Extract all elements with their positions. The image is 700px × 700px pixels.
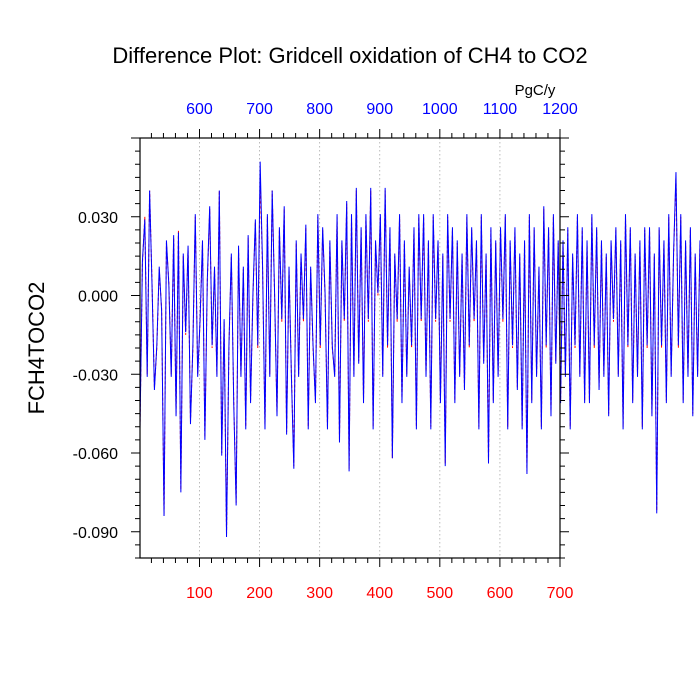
x-bottom-tick-label: 300 (306, 585, 333, 602)
y-tick-label: -0.060 (73, 446, 118, 463)
series-blue-group (139, 161, 700, 538)
x-bottom-tick-label: 400 (366, 585, 393, 602)
left-axis-ticks: -0.090 -0.060 -0.030 0.000 0.030 (73, 137, 569, 559)
x-bottom-tick-label: 500 (426, 585, 453, 602)
x-top-tick-label: 900 (366, 101, 393, 118)
x-top-tick-label: 1000 (422, 101, 458, 118)
x-bottom-tick-label: 100 (186, 585, 213, 602)
y-tick-label: -0.030 (73, 367, 118, 384)
top-axis-units-label: PgC/y (515, 82, 556, 99)
chart-title: Difference Plot: Gridcell oxidation of C… (112, 43, 587, 68)
x-bottom-tick-label: 200 (246, 585, 273, 602)
y-axis-label: FCH4TOCO2 (24, 282, 49, 415)
y-tick-label: 0.030 (78, 210, 118, 227)
y-tick-label: 0.000 (78, 289, 118, 306)
x-bottom-tick-label: 700 (547, 585, 574, 602)
bottom-axis-ticks: 100 200 300 400 500 600 700 (150, 558, 574, 602)
x-top-tick-label: 700 (246, 101, 273, 118)
series-line-blue (139, 161, 700, 538)
top-axis-ticks: 600 700 800 900 1000 1100 1200 (150, 101, 578, 138)
x-top-tick-label: 800 (306, 101, 333, 118)
x-bottom-tick-label: 600 (487, 585, 514, 602)
x-top-tick-label: 600 (186, 101, 213, 118)
y-tick-label: -0.090 (73, 525, 118, 542)
x-top-tick-label: 1100 (483, 101, 518, 118)
x-top-tick-label: 1200 (542, 101, 578, 118)
